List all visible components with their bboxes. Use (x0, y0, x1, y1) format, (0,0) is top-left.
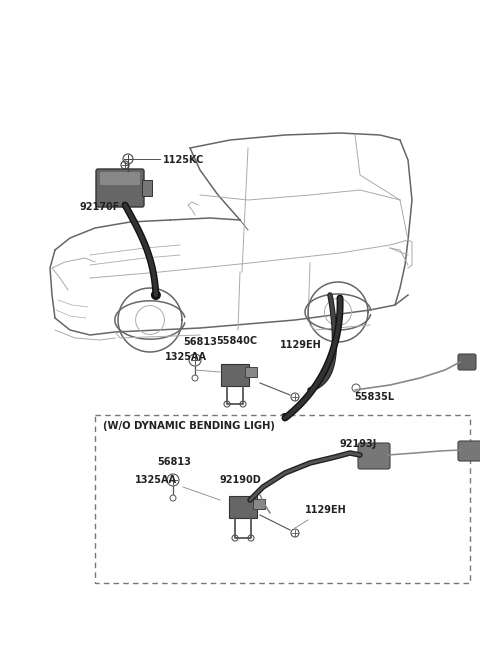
Circle shape (151, 290, 161, 300)
Text: (W/O DYNAMIC BENDING LIGH): (W/O DYNAMIC BENDING LIGH) (103, 421, 275, 431)
FancyBboxPatch shape (100, 172, 140, 185)
FancyBboxPatch shape (96, 169, 144, 207)
FancyBboxPatch shape (95, 415, 470, 583)
FancyBboxPatch shape (245, 367, 257, 377)
Polygon shape (221, 364, 249, 386)
Circle shape (280, 413, 290, 423)
Text: 56813: 56813 (183, 337, 217, 347)
Text: 1129EH: 1129EH (305, 505, 347, 515)
FancyBboxPatch shape (358, 443, 390, 469)
Text: 1129EH: 1129EH (280, 340, 322, 350)
Text: 92193J: 92193J (340, 439, 377, 449)
FancyBboxPatch shape (458, 354, 476, 370)
FancyBboxPatch shape (253, 499, 265, 509)
Text: 55840C: 55840C (216, 336, 257, 346)
Text: 56813: 56813 (157, 457, 191, 467)
FancyBboxPatch shape (458, 441, 480, 461)
Text: 55835L: 55835L (354, 392, 394, 402)
Text: 92190D: 92190D (220, 475, 262, 485)
Text: 1125KC: 1125KC (163, 155, 204, 165)
FancyBboxPatch shape (142, 180, 152, 196)
Polygon shape (229, 496, 257, 518)
Text: 1325AA: 1325AA (135, 475, 177, 485)
Text: 1325AA: 1325AA (165, 352, 207, 362)
Text: 92170F: 92170F (80, 202, 120, 212)
